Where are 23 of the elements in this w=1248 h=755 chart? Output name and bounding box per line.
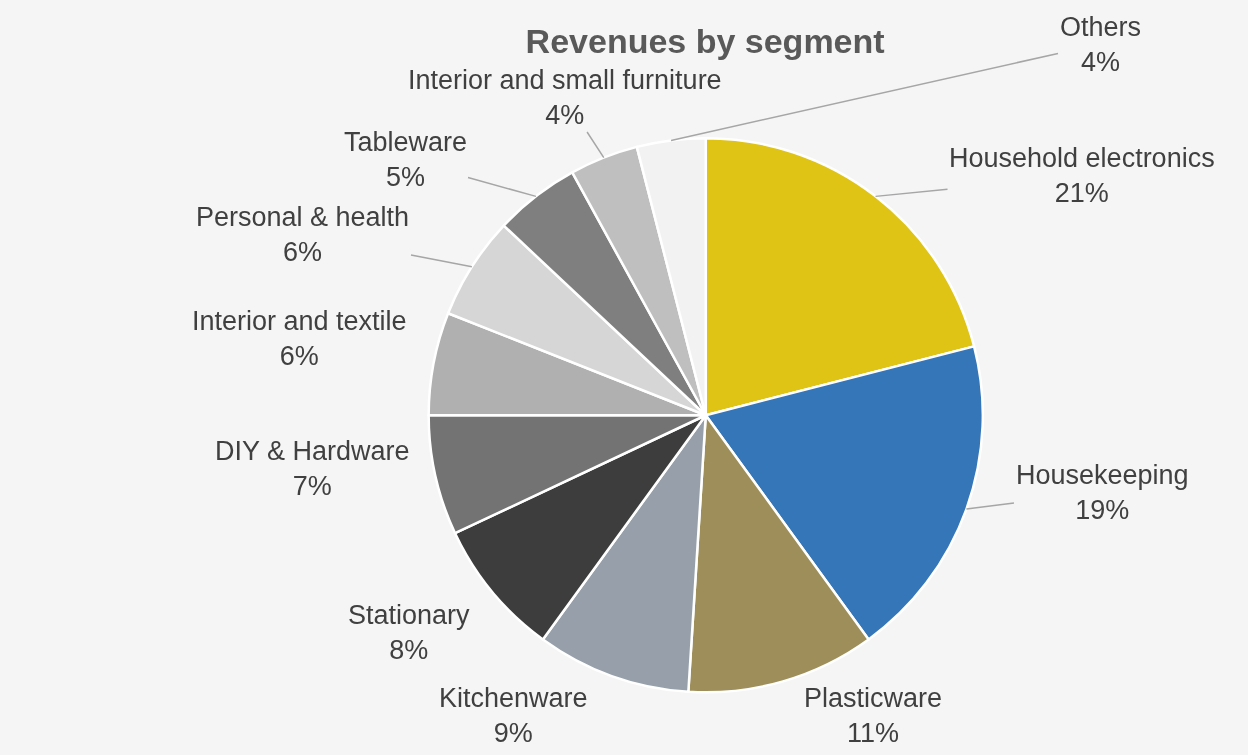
data-label: 11% [847,718,900,749]
data-label: 21% [1054,178,1109,209]
chart-title: Revenues by segment [525,22,885,61]
data-label: 9% [493,718,533,749]
data-label: 19% [1075,495,1130,526]
slice-label: Kitchenware [439,683,588,713]
data-label: 6% [283,237,323,268]
data-label: 4% [1081,47,1121,78]
slice-label: Stationary [348,600,471,630]
slice-label: DIY & Hardware [215,436,410,466]
data-label: 6% [279,341,319,372]
slice-label: Household electronics [949,143,1215,173]
data-label: 7% [292,471,332,502]
data-label: 5% [386,162,426,193]
data-label: 4% [545,100,585,131]
slice-label: Interior and small furniture [408,65,722,95]
slice-label: Interior and textile [192,306,407,336]
data-label: 8% [389,635,429,666]
slice-label: Plasticware [804,683,943,713]
slice-label: Personal & health [196,202,410,232]
slice-label: Tableware [344,127,468,157]
slice-label: Others [1060,12,1142,42]
slice-label: Housekeeping [1016,460,1189,490]
